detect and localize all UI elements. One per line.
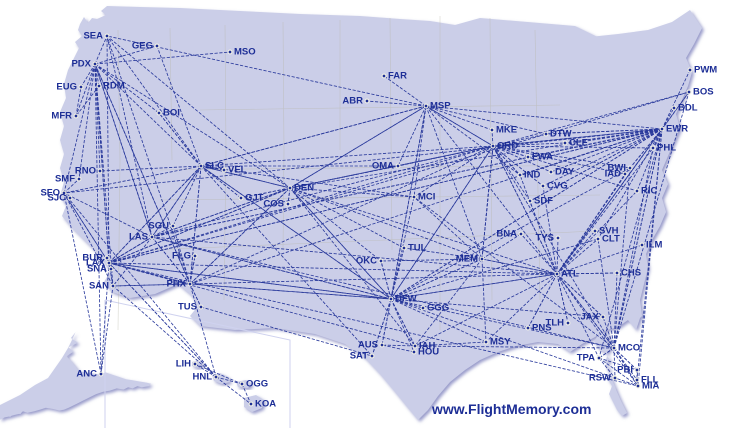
svg-text:PHX: PHX bbox=[166, 279, 186, 290]
svg-text:BNA: BNA bbox=[496, 229, 517, 240]
svg-text:MFR: MFR bbox=[51, 111, 72, 122]
svg-text:PHL: PHL bbox=[657, 143, 676, 154]
svg-text:SNA: SNA bbox=[87, 264, 107, 275]
svg-text:SAT: SAT bbox=[350, 351, 368, 362]
svg-text:EUG: EUG bbox=[56, 82, 77, 93]
svg-text:CLT: CLT bbox=[602, 234, 620, 245]
svg-text:MSY: MSY bbox=[490, 337, 511, 348]
svg-text:GGG: GGG bbox=[427, 303, 449, 314]
svg-text:JAX: JAX bbox=[581, 312, 600, 323]
svg-text:TUL: TUL bbox=[408, 243, 427, 254]
svg-text:GEG: GEG bbox=[132, 41, 153, 52]
svg-text:OKC: OKC bbox=[356, 256, 377, 267]
svg-text:OGG: OGG bbox=[246, 379, 268, 390]
svg-text:SAN: SAN bbox=[89, 281, 109, 292]
svg-text:RDM: RDM bbox=[103, 81, 125, 92]
svg-text:SLC: SLC bbox=[205, 161, 224, 172]
svg-text:ABR: ABR bbox=[342, 96, 363, 107]
svg-text:EWR: EWR bbox=[666, 124, 688, 135]
svg-text:TPA: TPA bbox=[577, 353, 595, 364]
svg-text:RSW: RSW bbox=[589, 373, 611, 384]
svg-text:LAS: LAS bbox=[129, 232, 148, 243]
svg-text:MIA: MIA bbox=[642, 381, 660, 392]
svg-text:KOA: KOA bbox=[255, 399, 276, 410]
svg-text:MSO: MSO bbox=[234, 47, 256, 58]
svg-text:FAR: FAR bbox=[388, 71, 407, 82]
svg-text:PWM: PWM bbox=[694, 65, 717, 76]
svg-text:GJT: GJT bbox=[245, 193, 264, 204]
svg-text:SEA: SEA bbox=[83, 31, 103, 42]
svg-text:TLH: TLH bbox=[546, 318, 565, 329]
svg-text:COS: COS bbox=[263, 199, 284, 210]
svg-text:CHS: CHS bbox=[621, 268, 641, 279]
svg-text:BDL: BDL bbox=[678, 103, 698, 114]
svg-text:BOI: BOI bbox=[163, 108, 180, 119]
svg-text:OMA: OMA bbox=[372, 161, 394, 172]
svg-text:DFW: DFW bbox=[395, 294, 417, 305]
svg-text:MCO: MCO bbox=[618, 343, 640, 354]
svg-text:CLE: CLE bbox=[569, 138, 588, 149]
svg-text:TYS: TYS bbox=[536, 233, 554, 244]
svg-text:www.FlightMemory.com: www.FlightMemory.com bbox=[431, 401, 591, 417]
svg-text:FWA: FWA bbox=[532, 152, 553, 163]
svg-text:ANC: ANC bbox=[76, 369, 97, 380]
svg-text:AUS: AUS bbox=[358, 340, 378, 351]
svg-text:PBI: PBI bbox=[617, 365, 633, 376]
svg-text:DEN: DEN bbox=[294, 183, 314, 194]
svg-text:ATL: ATL bbox=[561, 269, 579, 280]
svg-text:MSP: MSP bbox=[430, 101, 451, 112]
svg-text:SMF: SMF bbox=[55, 174, 75, 185]
svg-text:VEL: VEL bbox=[228, 165, 247, 176]
svg-text:ORD: ORD bbox=[497, 141, 518, 152]
svg-text:BOS: BOS bbox=[693, 87, 714, 98]
svg-text:RIC: RIC bbox=[641, 186, 658, 197]
svg-text:SDF: SDF bbox=[534, 196, 553, 207]
svg-text:MKE: MKE bbox=[496, 125, 517, 136]
svg-text:TUS: TUS bbox=[178, 302, 197, 313]
svg-text:ILM: ILM bbox=[646, 240, 662, 251]
svg-text:FLG: FLG bbox=[172, 251, 191, 262]
svg-text:HOU: HOU bbox=[418, 347, 439, 358]
svg-text:LIH: LIH bbox=[176, 359, 191, 370]
svg-text:SJC: SJC bbox=[48, 193, 67, 204]
svg-text:CVG: CVG bbox=[547, 181, 568, 192]
svg-text:IND: IND bbox=[524, 170, 541, 181]
svg-text:MCI: MCI bbox=[418, 192, 435, 203]
svg-text:SGU: SGU bbox=[148, 221, 169, 232]
svg-text:MEM: MEM bbox=[456, 254, 478, 265]
svg-text:PDX: PDX bbox=[71, 59, 91, 70]
svg-text:DAY: DAY bbox=[555, 167, 575, 178]
svg-text:RNO: RNO bbox=[75, 166, 96, 177]
svg-text:IAD: IAD bbox=[605, 169, 622, 180]
svg-text:HNL: HNL bbox=[192, 372, 212, 383]
